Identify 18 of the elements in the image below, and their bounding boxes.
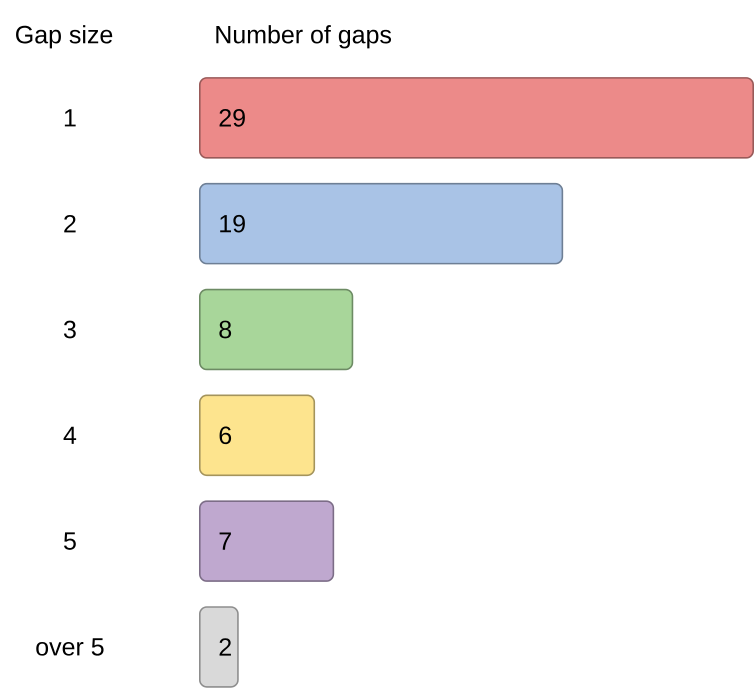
y-tick-label: 4 [64, 426, 76, 444]
data-label: 2 [220, 638, 231, 656]
data-label: 8 [219, 320, 232, 338]
y-tick-label: 3 [64, 320, 76, 338]
data-label: 19 [220, 214, 245, 232]
y-tick-label: 5 [64, 532, 76, 550]
bar [198, 394, 316, 476]
data-label: 6 [220, 426, 232, 444]
y-axis-title: Gap size [16, 25, 112, 48]
x-axis-title: Number of gaps [216, 25, 392, 48]
bar [198, 500, 334, 582]
bar [198, 182, 564, 264]
y-tick-label: 2 [64, 214, 76, 232]
y-tick-label: over 5 [36, 638, 104, 656]
y-tick-label: 1 [64, 109, 76, 126]
data-label: 29 [220, 108, 245, 127]
bar [198, 288, 354, 370]
data-label: 7 [220, 532, 231, 550]
